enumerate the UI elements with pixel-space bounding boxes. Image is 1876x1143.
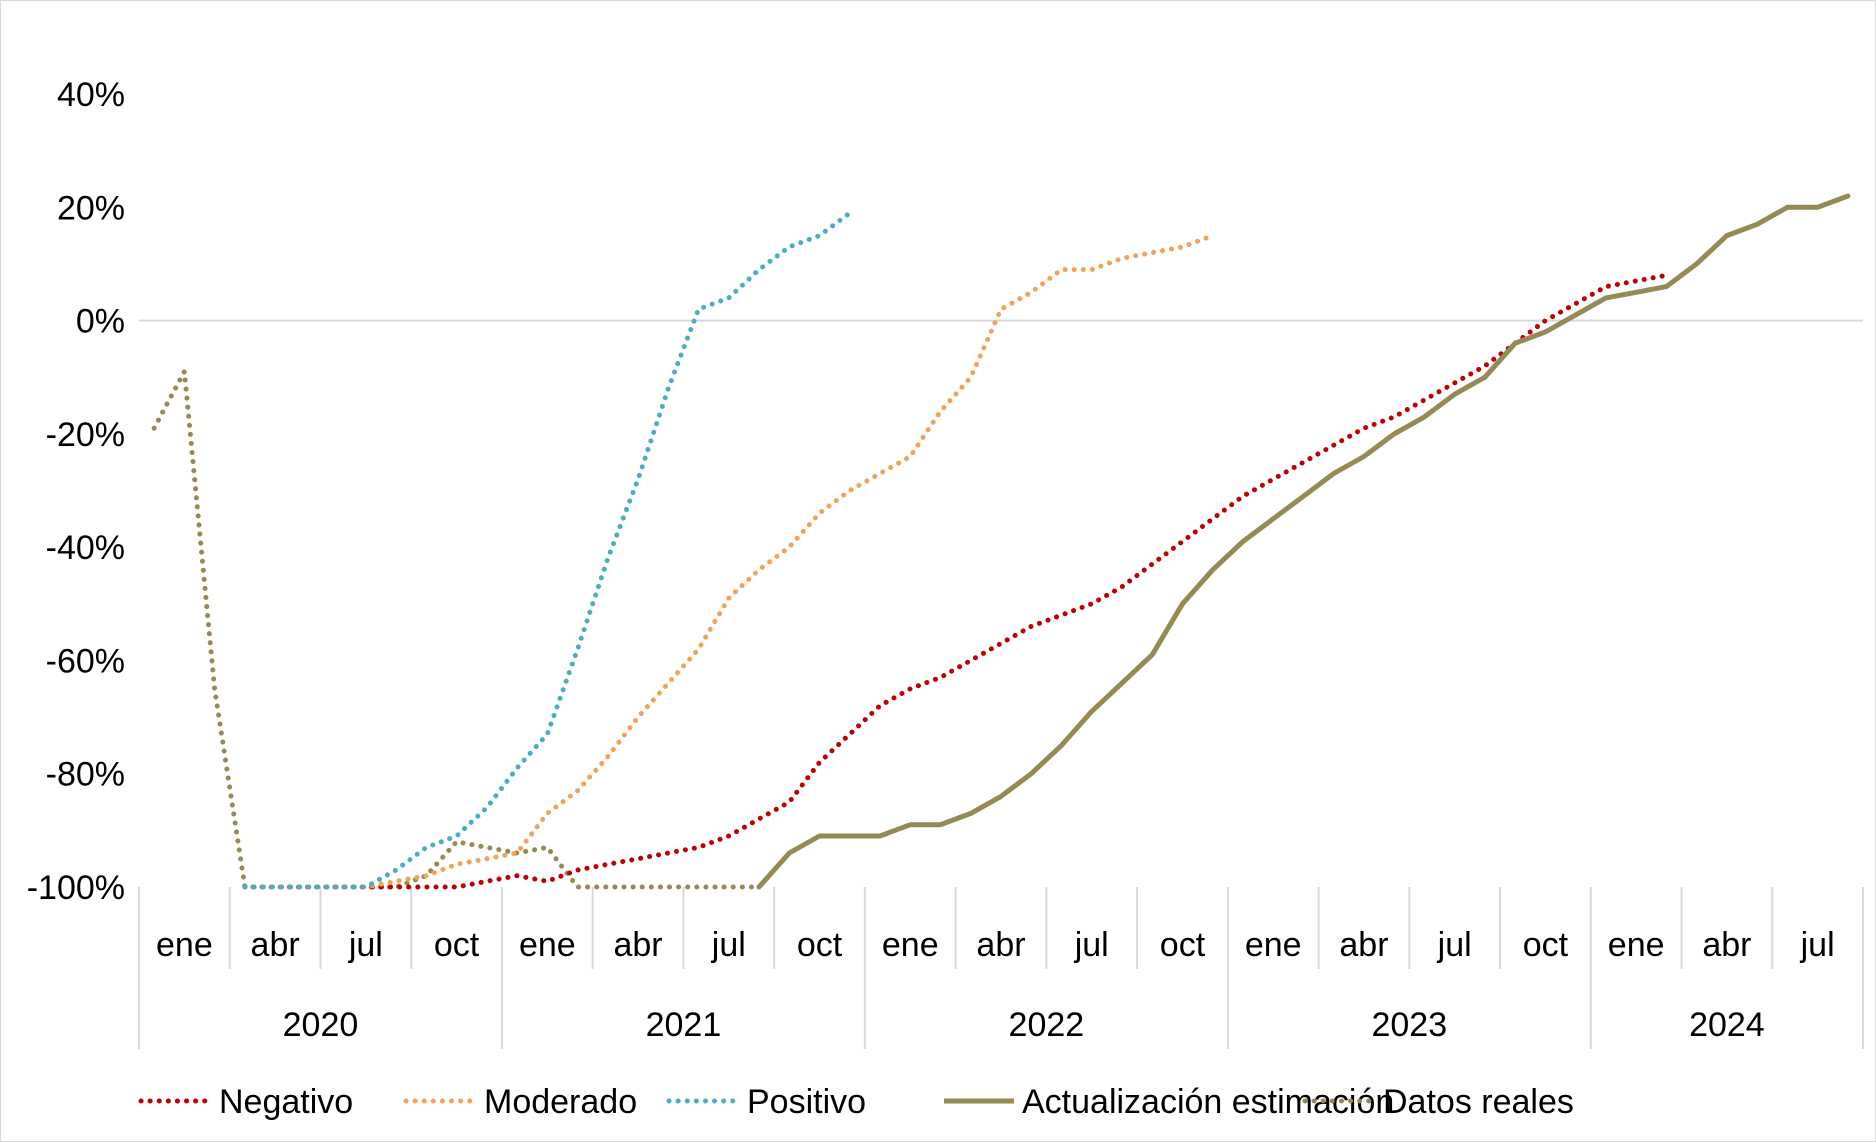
axis-layer xyxy=(138,319,1864,1049)
y-tick-label: -100% xyxy=(27,869,125,907)
legend-label: Moderado xyxy=(484,1083,637,1121)
x-month-label: jul xyxy=(1074,926,1109,964)
series-line-positivo xyxy=(242,210,853,890)
y-tick-label: 20% xyxy=(57,189,125,227)
x-month-label: oct xyxy=(434,926,480,964)
x-month-label: ene xyxy=(156,926,213,964)
y-tick-label: -80% xyxy=(46,756,125,794)
x-month-label: jul xyxy=(711,926,746,964)
x-year-label: 2020 xyxy=(283,1006,359,1044)
legend-label: Actualización estimación xyxy=(1022,1083,1394,1121)
x-month-label: oct xyxy=(1523,926,1569,964)
series-layer xyxy=(151,193,1851,890)
x-month-label: abr xyxy=(1702,926,1751,964)
y-tick-label: 40% xyxy=(57,76,125,114)
x-month-label: ene xyxy=(1245,926,1302,964)
y-tick-label: -20% xyxy=(46,416,125,454)
x-month-label: abr xyxy=(251,926,300,964)
y-tick-label: -40% xyxy=(46,529,125,567)
y-tick-label: -60% xyxy=(46,642,125,680)
x-month-label: oct xyxy=(797,926,843,964)
x-month-label: ene xyxy=(1608,926,1665,964)
y-tick-label: 0% xyxy=(76,303,125,341)
x-month-label: jul xyxy=(1437,926,1472,964)
x-month-label: abr xyxy=(613,926,662,964)
legend-label: Positivo xyxy=(747,1083,866,1121)
x-month-label: jul xyxy=(1800,926,1835,964)
label-layer: 40%20%0%-20%-40%-60%-80%-100%ene abr jul oc… xyxy=(27,76,1835,1044)
x-month-label: abr xyxy=(976,926,1025,964)
legend: Negativo Moderado Positivo Actualización es… xyxy=(138,1083,1574,1121)
x-month-label: ene xyxy=(882,926,939,964)
series-line-actualizacion-estimacion xyxy=(756,193,1851,890)
x-month-label: oct xyxy=(1160,926,1206,964)
x-month-label: ene xyxy=(519,926,576,964)
x-year-label: 2024 xyxy=(1689,1006,1765,1044)
x-year-label: 2021 xyxy=(646,1006,722,1044)
legend-label: Negativo xyxy=(219,1083,353,1121)
x-month-label: abr xyxy=(1339,926,1388,964)
x-year-label: 2023 xyxy=(1371,1006,1447,1044)
x-year-label: 2022 xyxy=(1009,1006,1085,1044)
x-month-label: jul xyxy=(348,926,383,964)
legend-label: Datos reales xyxy=(1383,1083,1574,1121)
series-line-datos-reales xyxy=(151,369,762,890)
series-line-negativo xyxy=(242,272,1669,890)
series-line-moderado xyxy=(242,233,1216,890)
